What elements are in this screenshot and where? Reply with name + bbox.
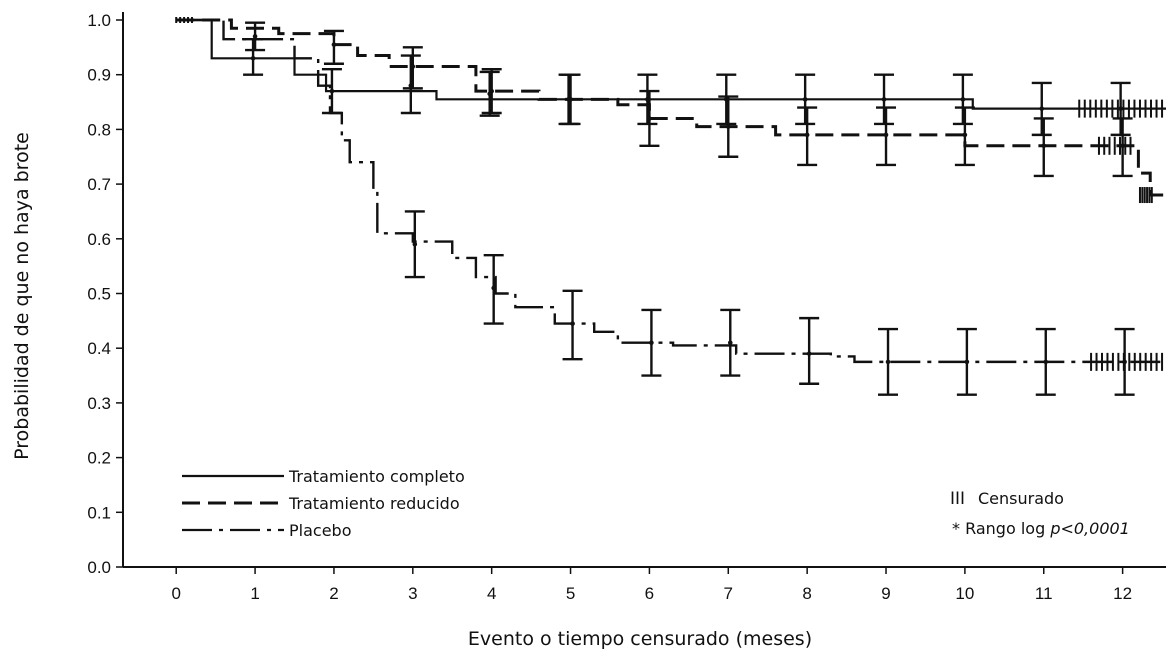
error-mean-point bbox=[1118, 106, 1123, 111]
error-mean-point bbox=[252, 34, 258, 39]
survival-curve bbox=[176, 18, 1166, 364]
logrank-note: * Rango log p<0,0001 bbox=[952, 519, 1130, 538]
x-tick-label: 8 bbox=[802, 584, 811, 603]
error-mean-point bbox=[491, 285, 496, 291]
y-tick-label: 0.1 bbox=[87, 503, 111, 522]
error-mean-point bbox=[964, 359, 970, 365]
error-mean-point bbox=[489, 88, 494, 94]
error-mean-point bbox=[649, 340, 654, 346]
error-mean-point bbox=[250, 55, 256, 61]
error-mean-point bbox=[885, 359, 891, 365]
error-mean-point bbox=[883, 132, 889, 138]
x-tick-label: 6 bbox=[645, 584, 654, 603]
error-mean-point bbox=[568, 97, 573, 102]
start-cluster bbox=[175, 17, 193, 23]
legend-label-reducido: Tratamiento reducido bbox=[288, 494, 460, 513]
x-axis-title: Evento o tiempo censurado (meses) bbox=[468, 628, 812, 650]
error-mean-point bbox=[725, 124, 731, 129]
x-tick-label: 3 bbox=[408, 584, 417, 603]
error-mean-point bbox=[727, 340, 733, 346]
x-tick-label: 0 bbox=[171, 584, 180, 603]
error-mean-point bbox=[1039, 106, 1045, 111]
error-mean-point bbox=[1120, 143, 1125, 149]
x-tick-label: 4 bbox=[487, 584, 496, 603]
logrank-prefix: * Rango log bbox=[952, 519, 1050, 538]
y-tick-label: 0.5 bbox=[87, 285, 111, 304]
x-tick-label: 12 bbox=[1113, 584, 1132, 603]
legend-label-completo: Tratamiento completo bbox=[288, 467, 465, 486]
x-tick-label: 1 bbox=[250, 584, 259, 603]
y-tick-label: 1.0 bbox=[87, 11, 111, 30]
error-mean-point bbox=[960, 97, 966, 102]
censor-symbol: III bbox=[950, 489, 965, 509]
censor-label: Censurado bbox=[978, 489, 1064, 508]
survival-curve bbox=[176, 18, 1166, 110]
error-mean-point bbox=[806, 351, 812, 356]
notes: III Censurado * Rango log p<0,0001 bbox=[950, 489, 1130, 538]
series-2 bbox=[176, 18, 1166, 396]
x-tick-label: 9 bbox=[881, 584, 890, 603]
y-axis-title: Probabilidad de que no haya brote bbox=[11, 132, 33, 460]
legend: Tratamiento completo Tratamiento reducid… bbox=[182, 467, 465, 540]
y-tick-label: 0.6 bbox=[87, 230, 111, 249]
y-tick-label: 0.9 bbox=[87, 66, 111, 85]
error-mean-point bbox=[329, 88, 335, 94]
error-mean-point bbox=[647, 116, 652, 121]
series-0 bbox=[176, 18, 1166, 137]
x-tick-label: 10 bbox=[955, 584, 974, 603]
error-mean-point bbox=[412, 241, 418, 247]
error-mean-point bbox=[1041, 143, 1047, 149]
error-mean-point bbox=[331, 42, 337, 47]
y-tick-label: 0.0 bbox=[87, 558, 111, 577]
error-mean-point bbox=[1043, 359, 1049, 365]
survival-curve bbox=[176, 18, 1166, 197]
y-tick-label: 0.8 bbox=[87, 120, 111, 139]
series-1 bbox=[176, 18, 1166, 204]
x-tick-label: 5 bbox=[566, 584, 575, 603]
error-mean-point bbox=[881, 97, 887, 102]
error-mean-point bbox=[804, 132, 810, 138]
legend-label-placebo: Placebo bbox=[289, 521, 351, 540]
y-tick-label: 0.4 bbox=[87, 339, 111, 358]
error-mean-point bbox=[410, 64, 416, 69]
logrank-p: p<0,0001 bbox=[1049, 519, 1130, 538]
y-tick-label: 0.2 bbox=[87, 449, 111, 468]
y-tick-label: 0.7 bbox=[87, 175, 111, 194]
x-tick-label: 11 bbox=[1035, 584, 1053, 603]
series-layer bbox=[175, 17, 1166, 396]
axes: 0.00.10.20.30.40.50.60.70.80.91.00 1 2 3 4 5 6… bbox=[87, 11, 1166, 603]
error-mean-point bbox=[570, 321, 575, 326]
y-tick-label: 0.3 bbox=[87, 394, 111, 413]
x-tick-label: 2 bbox=[329, 584, 338, 603]
error-mean-point bbox=[962, 132, 968, 138]
error-mean-point bbox=[802, 97, 808, 102]
x-tick-label: 7 bbox=[724, 584, 733, 603]
